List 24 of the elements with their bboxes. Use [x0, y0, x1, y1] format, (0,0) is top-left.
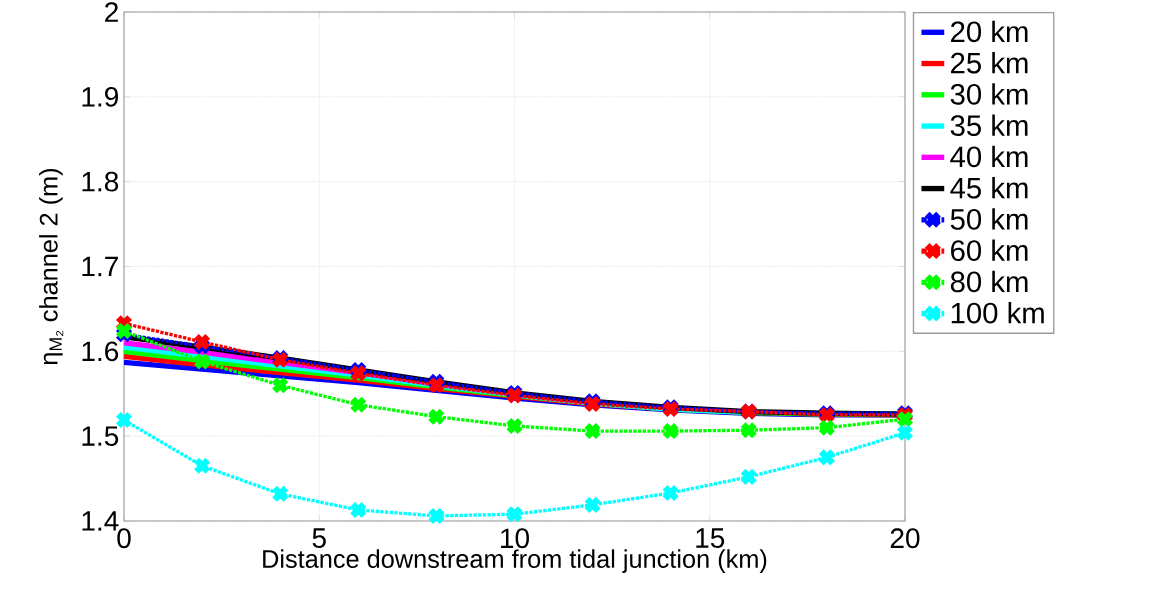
y-tick-label: 1.4 [82, 511, 119, 531]
x-tick-label: 10 [501, 528, 529, 549]
legend-label: 50 km [950, 208, 1028, 230]
x-tick-label: 0 [117, 528, 131, 549]
y-tick-label: 1.6 [82, 341, 119, 362]
y-tick-label: 1.5 [82, 426, 119, 446]
legend-label: 25 km [951, 51, 1028, 74]
y-tick-label: 1.9 [82, 86, 118, 107]
legend-label: 20 km [951, 20, 1028, 43]
y-axis-title: η$_{M₂}$ channel 2 (m) [39, 168, 64, 365]
y-tick-label: 1.7 [82, 256, 118, 277]
y-tick-label: 2 [105, 2, 118, 22]
legend-label: 40 km [950, 145, 1028, 168]
legend-label: 100 km [951, 301, 1044, 324]
y-tick-label: 1.8 [82, 171, 119, 192]
legend-label: 35 km [950, 114, 1028, 136]
legend-label: 30 km [950, 83, 1028, 105]
legend-label: 45 km [950, 176, 1028, 199]
x-axis-title: Distance downstream from tidal junction (km) [263, 549, 767, 573]
x-tick-label: 15 [696, 528, 725, 548]
legend-label: 60 km [951, 239, 1028, 261]
x-tick-label: 20 [890, 528, 920, 549]
legend-label: 80 km [950, 270, 1028, 293]
x-tick-label: 5 [312, 528, 326, 548]
